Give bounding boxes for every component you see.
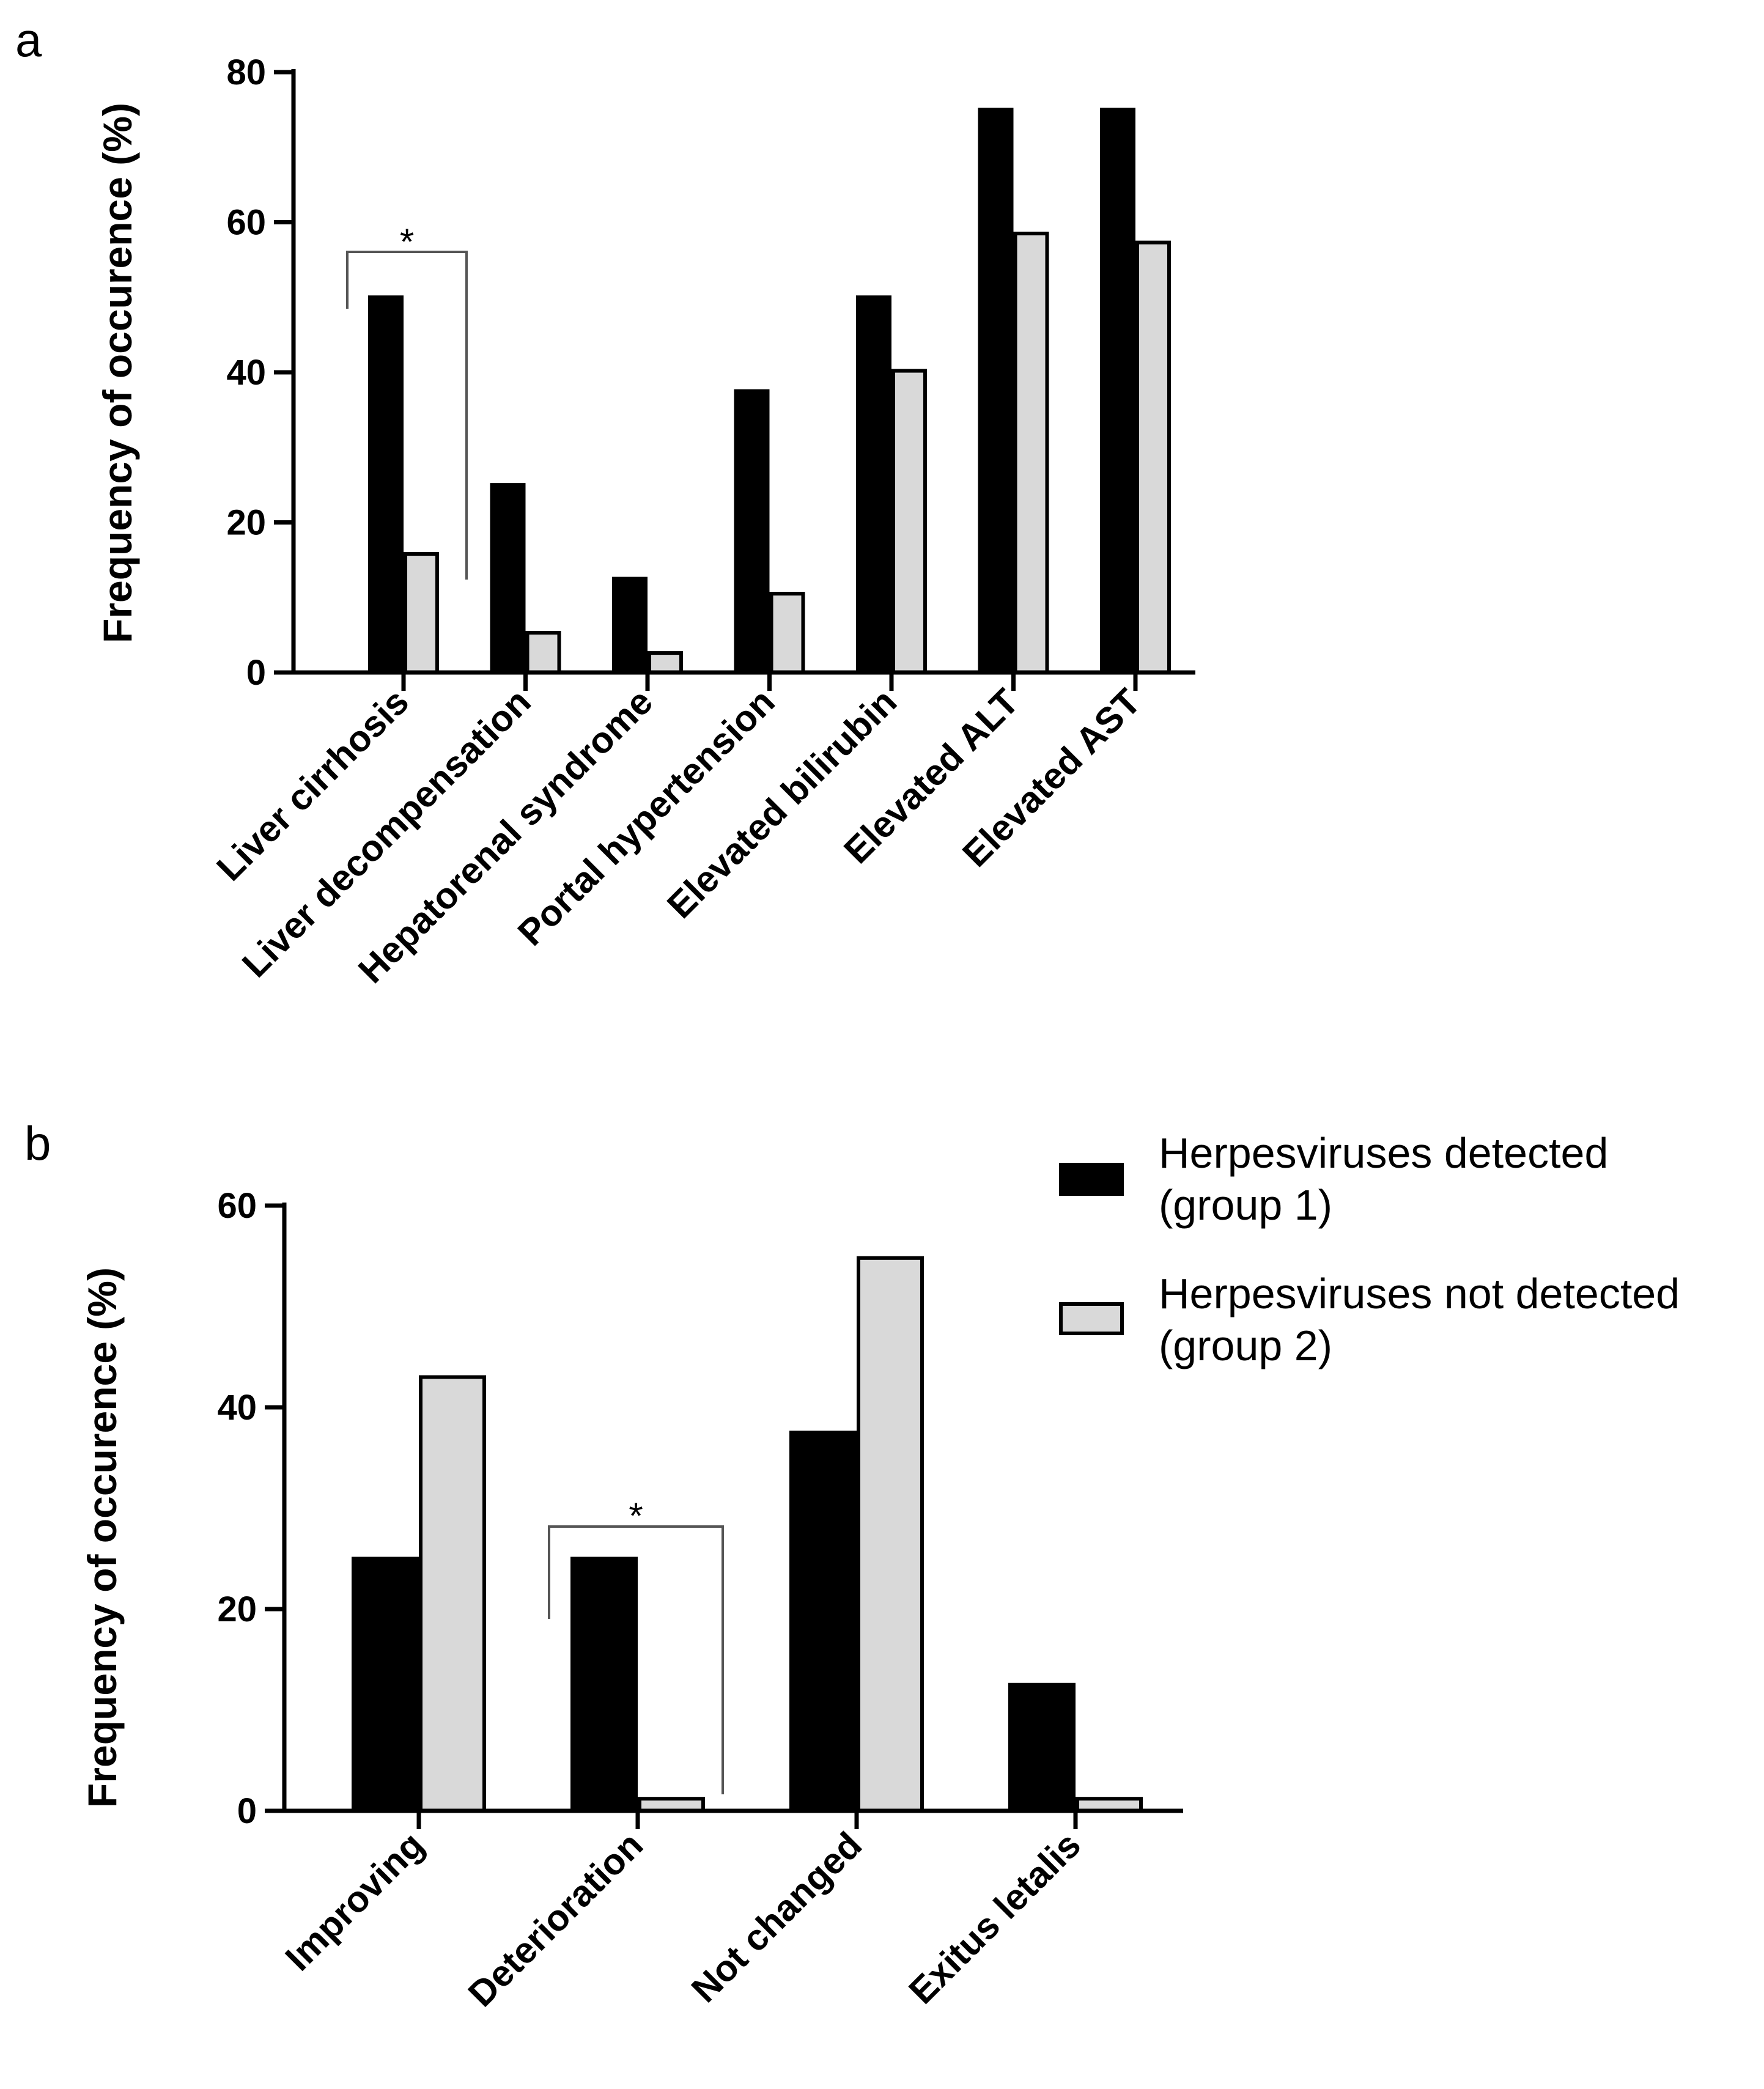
y-tick-label-a-4: 80 — [226, 53, 266, 92]
bar-a-g1-4 — [856, 295, 891, 674]
significance-bracket-a — [346, 251, 468, 580]
bar-b-g1-0 — [352, 1557, 419, 1813]
category-label-b-2: Not changed — [684, 1824, 869, 2010]
legend-label-group2-line1: Herpesviruses not detected — [1159, 1270, 1680, 1317]
y-tick-label-a-2: 40 — [226, 353, 266, 392]
y-tick-label-a-1: 20 — [226, 503, 266, 543]
bar-a-g1-5 — [978, 108, 1014, 674]
legend: Herpesviruses detected (group 1) Herpesv… — [1059, 1129, 1680, 1369]
legend-swatch-group2 — [1059, 1302, 1124, 1335]
bar-a-g2-0 — [404, 552, 439, 674]
bar-b-g1-1 — [570, 1557, 638, 1813]
bar-a-g1-3 — [734, 389, 770, 674]
bar-a-g2-5 — [1013, 231, 1049, 675]
significance-star-a: * — [400, 221, 414, 262]
bar-b-g1-3 — [1008, 1682, 1076, 1813]
panel-a-label: a — [15, 13, 42, 67]
significance-star-b: * — [629, 1495, 643, 1536]
bar-a-g2-4 — [891, 369, 927, 674]
y-tick-label-b-3: 60 — [217, 1186, 257, 1226]
bar-a-g1-6 — [1100, 108, 1135, 674]
y-tick-label-b-0: 0 — [237, 1791, 257, 1831]
y-tick-label-b-1: 20 — [217, 1590, 257, 1629]
panel-b-label: b — [24, 1116, 51, 1170]
category-label-b-0: Improving — [278, 1824, 432, 1978]
bar-a-g2-3 — [769, 592, 805, 674]
category-label-b-3: Exitus letalis — [901, 1824, 1088, 2012]
bar-a-g1-1 — [490, 483, 526, 674]
legend-label-group1-line1: Herpesviruses detected — [1159, 1129, 1608, 1177]
y-tick-label-a-0: 0 — [246, 653, 266, 693]
bar-a-g2-2 — [648, 651, 683, 674]
bar-b-g2-2 — [857, 1256, 924, 1813]
category-label-a-4: Elevated bilirubin — [659, 681, 904, 926]
legend-swatch-group1 — [1059, 1163, 1124, 1196]
panel-b-y-axis-title: Frequency of occurence (%) — [79, 1267, 125, 1808]
bar-a-g1-2 — [612, 577, 648, 674]
legend-label-group2-line2: (group 2) — [1159, 1322, 1332, 1369]
panel-b: b Frequency of occurence (%) 0 20 40 60 Imp… — [24, 1116, 1680, 2014]
bar-b-g1-2 — [789, 1431, 857, 1813]
bar-a-g1-0 — [368, 295, 404, 674]
bar-a-g2-6 — [1135, 240, 1171, 674]
bar-a-g2-1 — [525, 630, 561, 675]
y-tick-label-a-3: 60 — [226, 203, 266, 243]
significance-bracket-b — [548, 1525, 724, 1794]
legend-label-group1-line2: (group 1) — [1159, 1181, 1332, 1229]
category-label-b-1: Deterioration — [460, 1824, 651, 2014]
panel-a-y-axis-title: Frequency of occurence (%) — [95, 103, 140, 643]
bar-b-g2-0 — [419, 1375, 486, 1813]
y-tick-label-b-2: 40 — [217, 1388, 257, 1428]
